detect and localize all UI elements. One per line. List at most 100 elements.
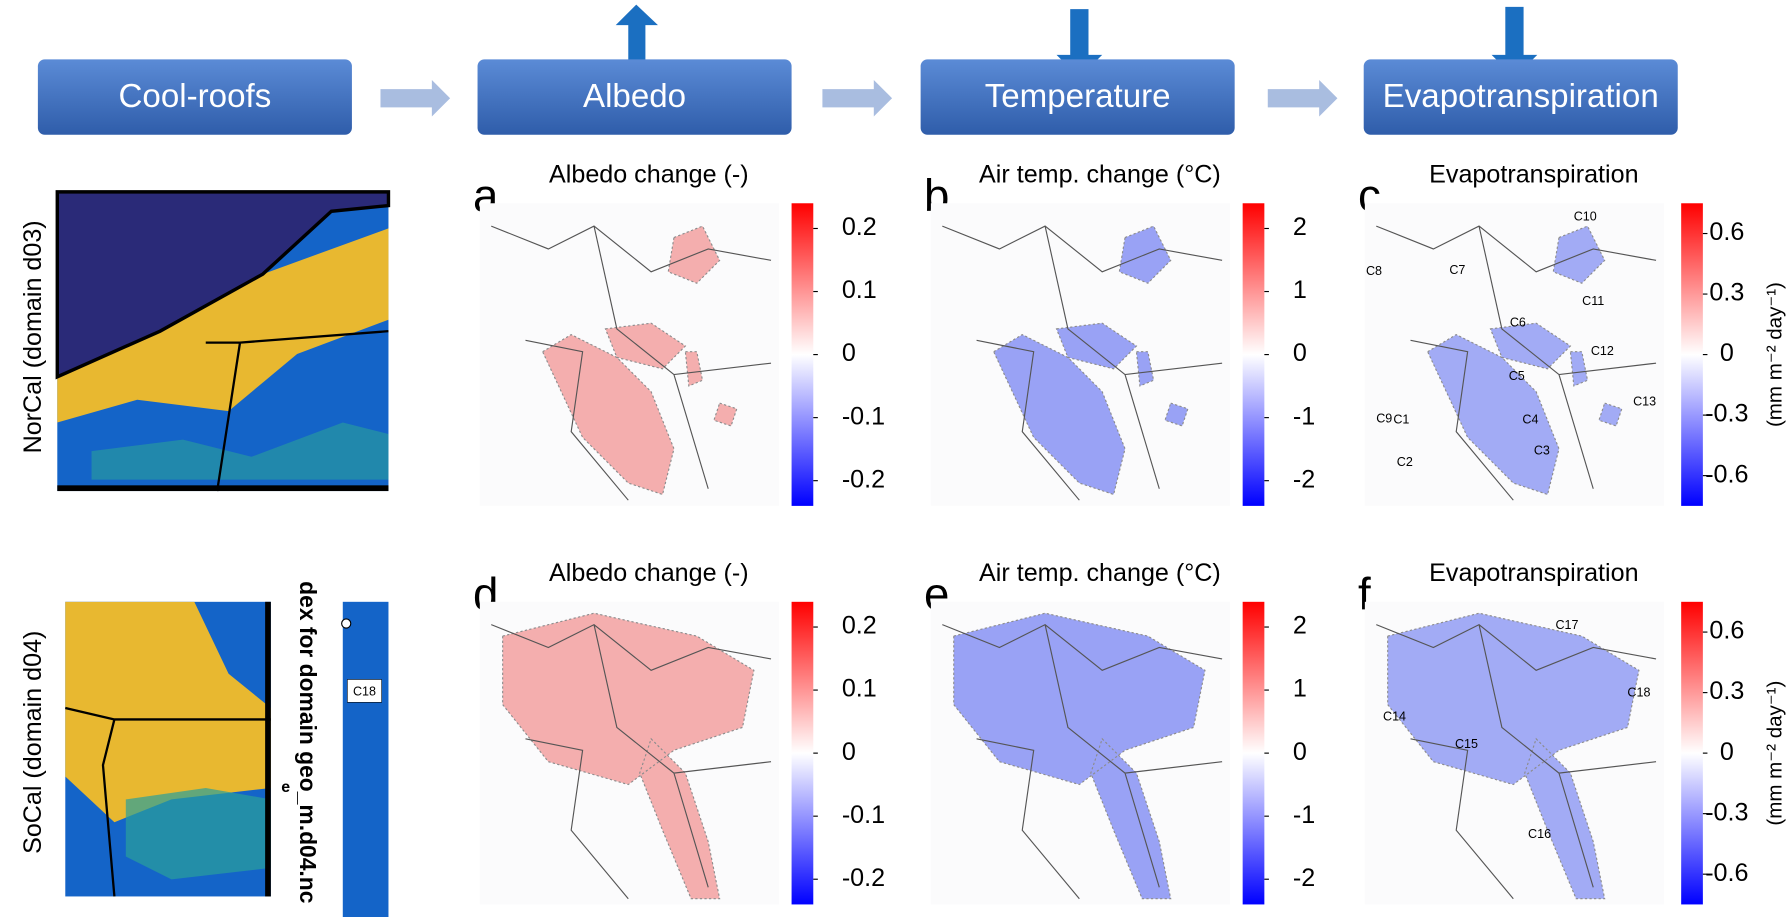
map-change-area [541,225,738,496]
colorbar-tick-label: 0.1 [842,276,877,304]
colorbar-tick-label: 2 [1293,612,1307,640]
county-lines [491,623,772,900]
county-label: C14 [1383,709,1406,723]
colorbar-tick-label: 0.6 [1709,617,1744,645]
land-yellow [65,601,271,823]
map-edge [265,601,271,897]
flow-box [37,59,352,135]
colorbar-tick-label: -2 [1293,465,1315,493]
county-label: C17 [1555,618,1578,632]
county-label: C1 [1393,413,1409,427]
colorbar-tick-label: -0.3 [1705,400,1748,428]
colorbar-tick-label: -0.2 [842,864,885,892]
colorbar-tick-label: -0.1 [842,402,885,430]
colorbar-tick-label: 0 [1720,339,1734,367]
land-yellow [57,228,389,423]
map-change-area [502,612,755,900]
colorbar-tick-label: -0.6 [1705,460,1748,488]
county-label: C11 [1582,294,1604,308]
flow-box-label: Cool-roofs [119,78,272,115]
county-label: C4 [1522,413,1538,427]
inset-county: C18 [353,684,376,698]
colorbar-tick-label: 0.2 [842,213,877,241]
colorbar [791,203,814,506]
county-label: C5 [1509,369,1525,383]
map-change-area [992,225,1189,496]
county-label: C9 [1376,411,1392,425]
county-lines [1376,623,1657,900]
row-label: SoCal (domain d04) [19,631,47,854]
colorbar-tick-label: 0 [1720,738,1734,766]
colorbar-tick-label: -0.2 [842,465,885,493]
colorbar-tick-label: -1 [1293,801,1315,829]
flow-box-label: Evapotranspiration [1383,78,1659,115]
inset-dot [341,618,352,629]
colorbar-tick-label: 0 [1293,339,1307,367]
colorbar-tick-label: 0.1 [842,675,877,703]
border [205,330,389,492]
ocean [55,190,391,380]
panel-title: Evapotranspiration [1429,161,1638,189]
colorbar [1242,601,1265,905]
colorbar-unit: (mm m⁻² day⁻¹) [1763,282,1786,427]
colorbar-tick-label: -0.3 [1705,798,1748,826]
inset-text: dex for domain geo_m.d04.nc [295,581,321,904]
county-label: C7 [1449,263,1465,277]
colorbar-tick-label: 0.6 [1709,218,1744,246]
colorbar-tick-label: 2 [1293,213,1307,241]
panel-title: Albedo change (-) [549,559,749,587]
map-change-area [1426,225,1623,496]
panel-title: Albedo change (-) [549,161,749,189]
map-change-area [1387,612,1640,900]
inset-strip [342,601,389,917]
panel: Albedo change (-)a0.20.10-0.1-0.2 [473,161,885,506]
colorbar-tick-label: -2 [1293,864,1315,892]
county-label: C10 [1574,209,1597,223]
inset-county-box [347,679,382,703]
colorbar-tick-label: 0 [842,339,856,367]
colorbar-tick-label: -1 [1293,402,1315,430]
border [65,706,271,897]
county-label: C3 [1534,443,1550,457]
county-label: C18 [1627,685,1650,699]
flow-arrows [380,79,1338,117]
colorbar-tick-label: 0 [1293,738,1307,766]
colorbar [1681,601,1703,905]
flow-box-label: Albedo [583,78,686,115]
county-label: C12 [1591,344,1614,358]
panel-title: Air temp. change (°C) [979,559,1221,587]
flow-box-label: Temperature [985,78,1171,115]
county-label: C13 [1633,394,1656,408]
inset-letter: e [281,779,290,796]
county-lines [1376,225,1657,501]
flow-box [920,59,1235,135]
panel-title: Air temp. change (°C) [979,161,1221,189]
colorbar-tick-label: 0.3 [1709,279,1744,307]
county-label: C16 [1528,827,1551,841]
colorbar-tick-label: 0.2 [842,612,877,640]
county-label: C2 [1397,455,1413,469]
map-edge [57,485,389,492]
panel-title: Evapotranspiration [1429,559,1638,587]
socal-domain-map: C18 dex for domain geo_m.d04.nce [65,581,389,917]
row-label: NorCal (domain d03) [19,220,47,453]
flow-box [477,59,792,135]
land-teal [125,787,271,880]
colorbar-tick-label: -0.1 [842,801,885,829]
county-lines [942,225,1223,501]
flow-box [1363,59,1678,135]
content: Cool-roofs Albedo Temperature Evapotranspir… [19,59,1786,917]
panel: Albedo change (-)d0.20.10-0.1-0.2 [473,559,885,905]
colorbar-tick-label: 0.3 [1709,677,1744,705]
colorbar-unit: (mm m⁻² day⁻¹) [1763,681,1786,826]
colorbar [1242,203,1265,506]
county-label: C8 [1366,264,1382,278]
county-label: C15 [1455,737,1478,751]
colorbar [1681,203,1703,506]
norcal-domain-map [55,190,391,492]
